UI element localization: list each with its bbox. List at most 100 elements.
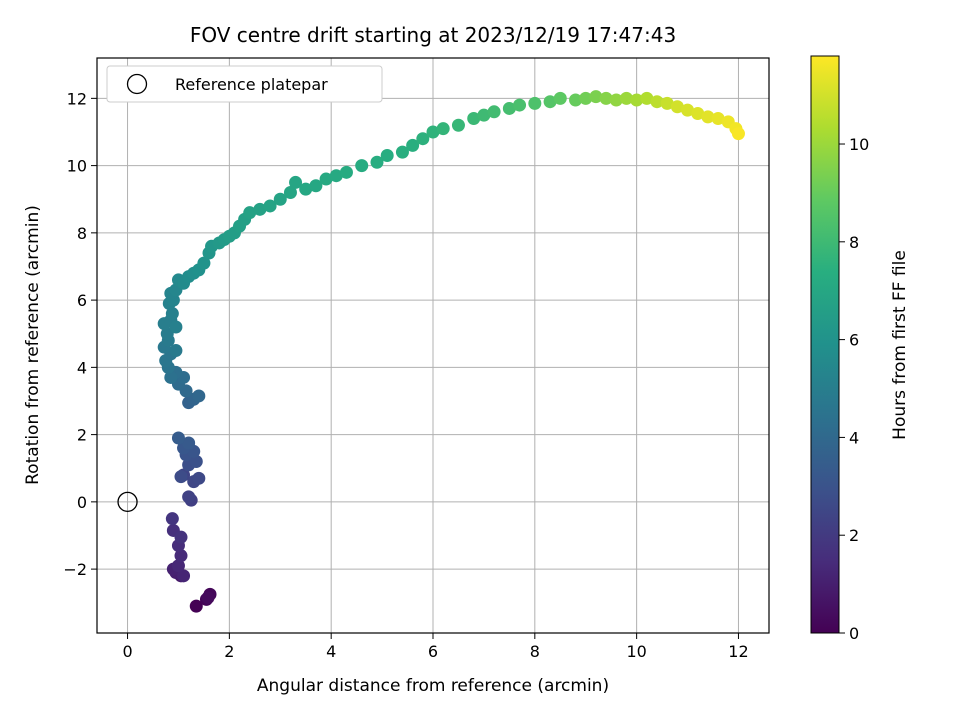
y-tick-label: 6	[77, 291, 87, 310]
x-tick-label: 6	[428, 642, 438, 661]
y-tick-label: 2	[77, 426, 87, 445]
data-point	[174, 549, 188, 563]
data-point	[451, 118, 465, 132]
data-point	[289, 175, 303, 189]
data-point	[731, 127, 745, 141]
legend-box	[106, 65, 383, 103]
data-points	[157, 90, 745, 613]
data-point	[609, 93, 623, 107]
data-point	[681, 103, 695, 117]
colorbar-tick-label: 8	[849, 233, 859, 252]
x-tick-label: 4	[326, 642, 336, 661]
data-point	[243, 206, 257, 220]
colorbar-label: Hours from first FF file	[890, 250, 910, 440]
y-tick-label: 0	[77, 493, 87, 512]
data-point	[502, 101, 516, 115]
data-point	[189, 599, 203, 613]
data-point	[640, 91, 654, 105]
data-point	[177, 569, 191, 583]
data-point	[189, 455, 203, 469]
y-tick-label: 10	[67, 157, 87, 176]
plot-area: 0 2 4 6 8 10 12 −2 0 2 4 6 8 10 12	[63, 57, 770, 661]
data-point	[182, 436, 196, 450]
data-point	[299, 182, 313, 196]
colorbar-ticks: 0 2 4 6 8 10	[839, 135, 869, 643]
legend-reference-marker	[126, 73, 148, 95]
data-point	[579, 91, 593, 105]
legend: Reference platepar	[106, 65, 383, 103]
data-point	[171, 559, 185, 573]
reference-platepar-marker	[117, 491, 138, 513]
x-tick-label: 12	[728, 642, 748, 661]
data-point	[174, 470, 188, 484]
data-point	[701, 110, 715, 124]
data-point	[380, 149, 394, 163]
colorbar-tick-label: 10	[849, 135, 869, 154]
data-point	[406, 138, 420, 152]
colorbar-tick-label: 6	[849, 331, 859, 350]
data-point	[169, 320, 183, 334]
data-point	[569, 93, 583, 107]
data-point	[201, 591, 215, 605]
data-point	[630, 93, 644, 107]
data-point	[711, 112, 725, 126]
y-tick-label: 4	[77, 358, 87, 377]
data-point	[650, 95, 664, 109]
data-point	[589, 90, 603, 104]
colorbar-tick-label: 0	[849, 624, 859, 643]
data-point	[619, 91, 633, 105]
data-point	[543, 95, 557, 109]
data-point	[329, 169, 343, 183]
data-point	[553, 91, 567, 105]
x-tick-label: 2	[224, 642, 234, 661]
x-axis-ticks: 0 2 4 6 8 10 12	[122, 633, 749, 661]
y-axis-ticks: −2 0 2 4 6 8 10 12	[63, 89, 97, 579]
data-point	[528, 96, 542, 110]
y-tick-label: −2	[63, 560, 87, 579]
data-point	[165, 307, 179, 321]
colorbar-tick-label: 4	[849, 428, 859, 447]
data-point	[436, 122, 450, 136]
data-point	[416, 132, 430, 146]
x-tick-label: 10	[626, 642, 646, 661]
colorbar: 0 2 4 6 8 10 Hours from first FF file	[810, 55, 910, 643]
data-point	[309, 179, 323, 193]
data-point	[182, 490, 196, 504]
reference-marker	[117, 491, 138, 513]
data-point	[263, 199, 277, 213]
y-tick-label: 8	[77, 224, 87, 243]
data-point	[319, 172, 333, 186]
x-tick-label: 0	[122, 642, 132, 661]
data-point	[370, 155, 384, 169]
data-point	[192, 389, 206, 403]
data-point	[513, 98, 527, 112]
data-point	[253, 202, 267, 216]
data-point	[395, 145, 409, 159]
y-tick-label: 12	[67, 89, 87, 108]
colorbar-gradient	[810, 55, 840, 634]
data-point	[355, 159, 369, 173]
data-point	[174, 530, 188, 544]
legend-label: Reference platepar	[175, 75, 328, 94]
chart-title: FOV centre drift starting at 2023/12/19 …	[190, 23, 676, 47]
data-point	[169, 344, 183, 358]
data-point	[197, 256, 211, 270]
data-point	[171, 431, 185, 445]
data-point	[467, 112, 481, 126]
data-point	[192, 471, 206, 485]
data-point	[164, 370, 178, 384]
data-point	[599, 91, 613, 105]
x-tick-label: 8	[530, 642, 540, 661]
data-point	[165, 512, 179, 526]
x-axis-label: Angular distance from reference (arcmin)	[257, 676, 609, 696]
data-point	[660, 96, 674, 110]
grid	[97, 58, 769, 633]
data-point	[273, 192, 287, 206]
data-point	[283, 186, 297, 200]
colorbar-tick-label: 2	[849, 526, 859, 545]
data-point	[487, 105, 501, 119]
data-point	[670, 100, 684, 114]
data-point	[339, 165, 353, 179]
data-point	[426, 125, 440, 139]
